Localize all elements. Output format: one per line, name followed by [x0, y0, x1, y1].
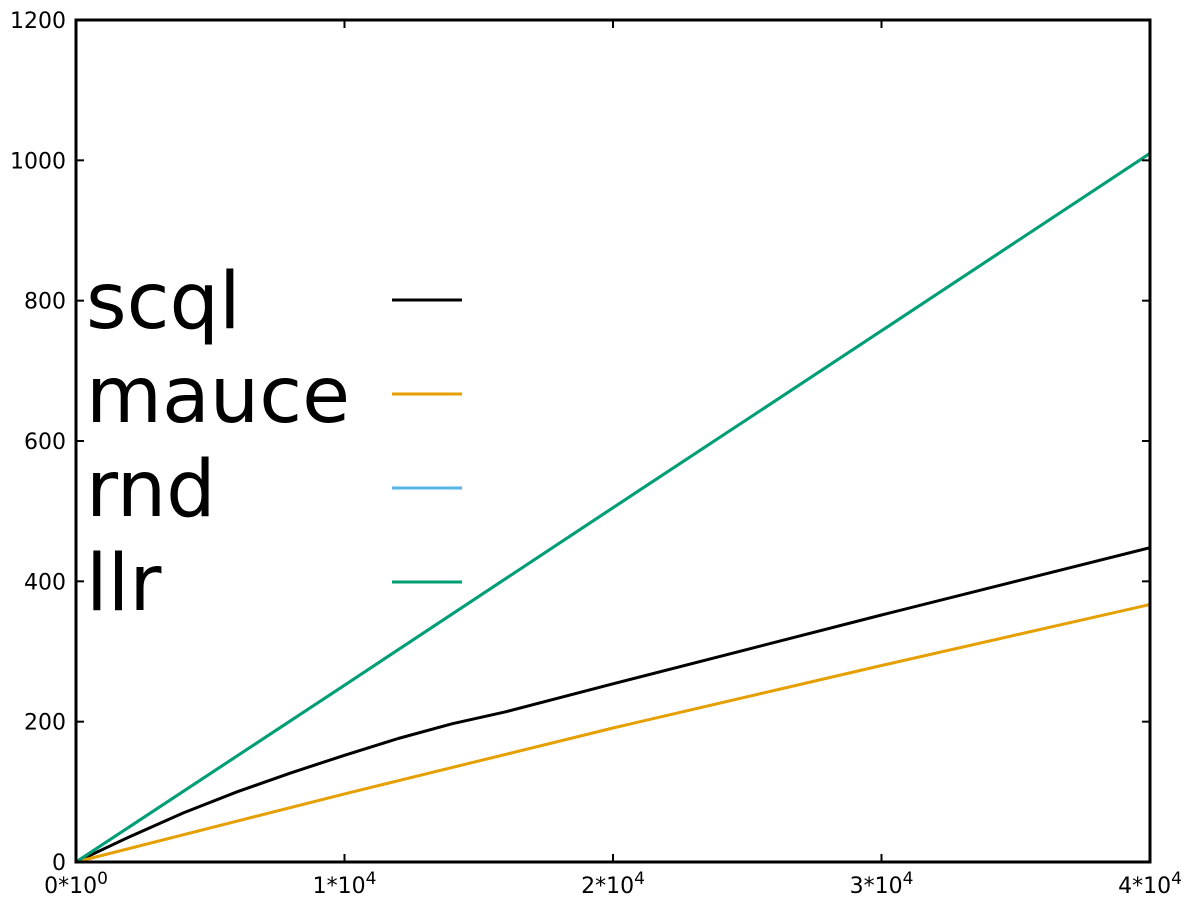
y-tick-label: 0 [52, 851, 66, 876]
legend-label: rnd [86, 445, 216, 535]
x-tick-exponent: 0 [97, 869, 108, 889]
legend-label: mauce [86, 351, 350, 441]
x-tick-label: 3*104 [850, 869, 914, 899]
plot-frame [74, 18, 1152, 864]
series-line-llr [74, 151, 1152, 864]
x-tick-label: 0*100 [44, 869, 108, 899]
legend-label: scql [86, 257, 241, 347]
x-tick-mantissa: 3 [850, 874, 864, 899]
y-tick-label: 1200 [10, 9, 66, 34]
x-tick-mantissa: 2 [581, 874, 595, 899]
x-tick-mantissa: 1 [313, 874, 327, 899]
y-tick-label: 800 [24, 290, 66, 315]
x-tick-exponent: 4 [634, 869, 645, 889]
series-layer [74, 151, 1152, 864]
legend-item-llr: llr [86, 539, 462, 629]
y-tick-label: 1000 [10, 149, 66, 174]
legend-item-mauce: mauce [86, 351, 462, 441]
x-tick-label: 1*104 [313, 869, 377, 899]
x-tick-exponent: 4 [1171, 869, 1182, 889]
x-tick-label: 2*104 [581, 869, 645, 899]
y-tick-label: 600 [24, 430, 66, 455]
x-tick-mantissa: 4 [1118, 874, 1132, 899]
y-tick-label: 400 [24, 570, 66, 595]
series-line-mauce [74, 603, 1152, 864]
y-tick-label: 200 [24, 711, 66, 736]
legend-label: llr [86, 539, 162, 629]
x-tick-exponent: 4 [366, 869, 377, 889]
legend-item-scql: scql [86, 257, 462, 347]
x-tick-mantissa: 0 [44, 874, 58, 899]
x-tick-exponent: 4 [903, 869, 914, 889]
series-line-scql [74, 546, 1152, 864]
x-tick-label: 4*104 [1118, 869, 1182, 899]
legend-item-rnd: rnd [86, 445, 462, 535]
